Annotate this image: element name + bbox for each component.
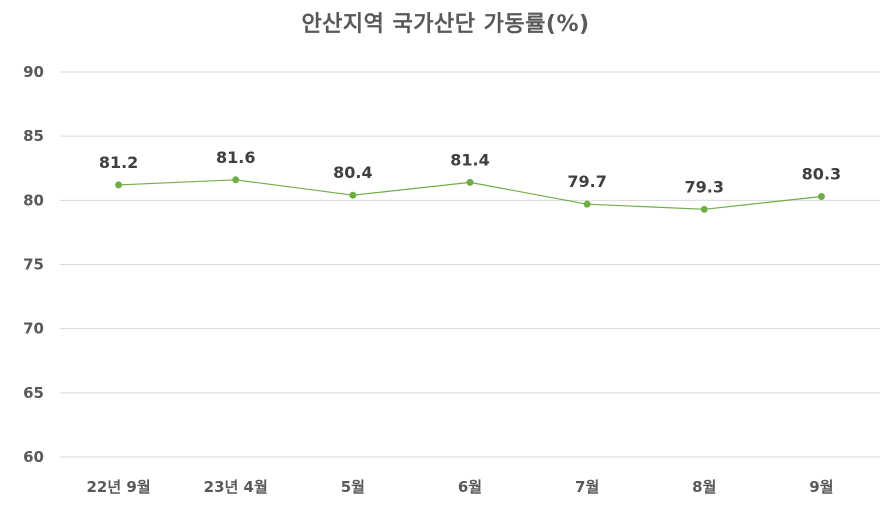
data-label: 80.3 [802,164,841,183]
data-label: 81.6 [216,148,255,167]
x-tick-label: 23년 4월 [204,478,268,496]
x-tick-label: 8월 [692,478,716,496]
data-point [232,176,240,184]
chart-title: 안산지역 국가산단 가동률(%) [301,12,590,37]
x-tick-label: 5월 [341,478,365,496]
data-point [115,181,123,189]
x-tick-label: 22년 9월 [87,478,151,496]
y-tick-label: 60 [23,448,44,466]
y-tick-label: 80 [23,191,44,209]
y-tick-label: 70 [23,320,44,338]
data-point [583,200,591,208]
data-point [466,178,474,186]
data-label: 79.7 [567,172,606,191]
y-tick-label: 90 [23,63,44,81]
data-label: 80.4 [333,163,372,182]
data-point [700,205,708,213]
data-label: 81.2 [99,153,138,172]
x-tick-label: 9월 [809,478,833,496]
x-tick-label: 6월 [458,478,482,496]
y-tick-label: 65 [23,384,44,402]
data-label: 81.4 [450,150,489,169]
data-point [349,191,357,199]
data-label: 79.3 [685,177,724,196]
data-point [817,192,825,200]
y-tick-label: 75 [23,256,44,274]
x-tick-label: 7월 [575,478,599,496]
y-tick-label: 85 [23,127,44,145]
